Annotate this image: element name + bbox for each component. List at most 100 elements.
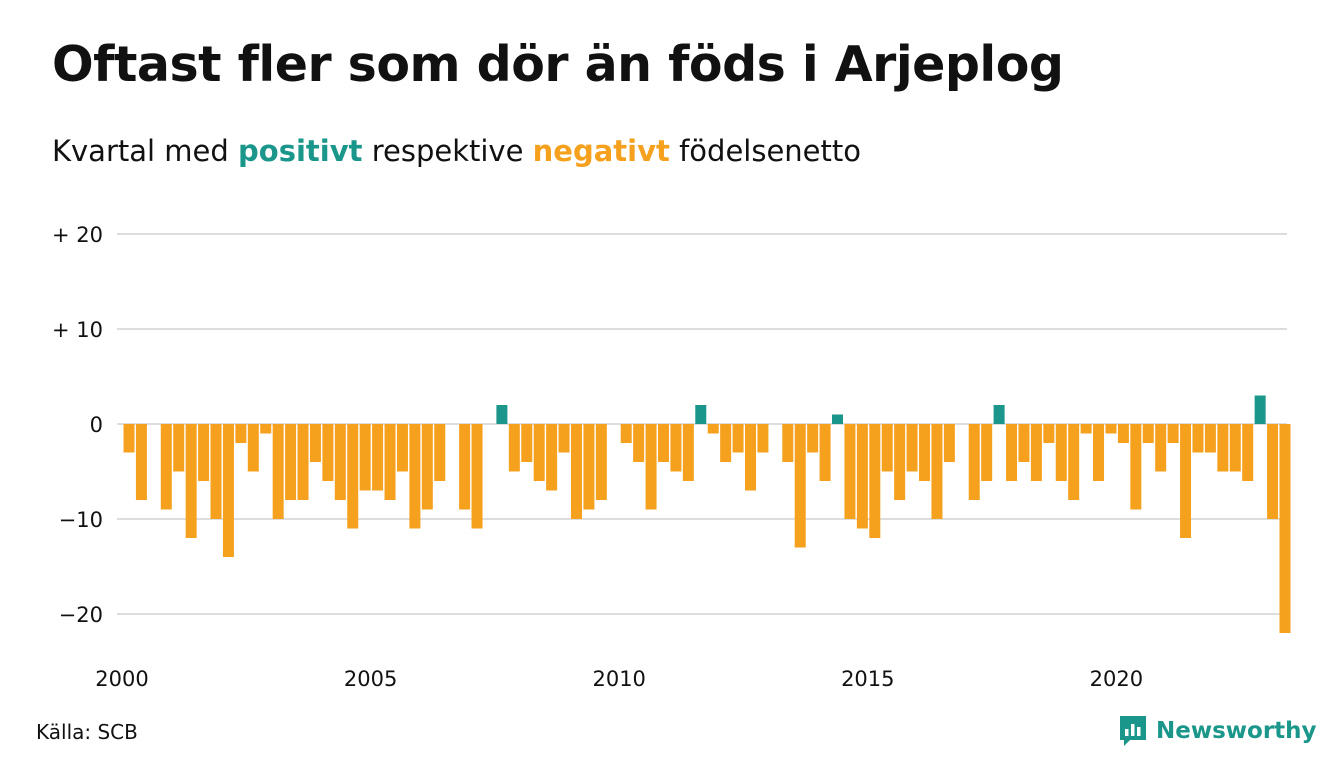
- bar-negative: [1192, 424, 1204, 453]
- bar-negative: [794, 424, 806, 548]
- bar-negative: [272, 424, 284, 519]
- bar-negative: [1229, 424, 1241, 472]
- bar-negative: [185, 424, 197, 538]
- subtitle-middle: respektive: [362, 134, 533, 168]
- y-tick-label: 0: [90, 413, 103, 437]
- bar-negative: [919, 424, 931, 481]
- bar-negative: [1242, 424, 1254, 481]
- bar-negative: [620, 424, 632, 443]
- bar-negative: [409, 424, 421, 529]
- newsworthy-logo-icon: [1120, 716, 1146, 746]
- bar-negative: [943, 424, 955, 462]
- bar-negative: [894, 424, 906, 500]
- bar-negative: [1006, 424, 1018, 481]
- bar-positive: [832, 414, 844, 424]
- bar-negative: [322, 424, 334, 481]
- brand-logo: Newsworthy: [1118, 714, 1317, 748]
- bar-negative: [160, 424, 172, 510]
- bar-negative: [757, 424, 769, 453]
- subtitle-prefix: Kvartal med: [52, 134, 239, 168]
- bar-negative: [682, 424, 694, 481]
- bar-negative: [931, 424, 943, 519]
- bar-negative: [558, 424, 570, 453]
- bar-negative: [881, 424, 893, 472]
- bar-negative: [1155, 424, 1167, 472]
- bar-negative: [434, 424, 446, 481]
- bar-negative: [707, 424, 719, 434]
- bar-negative: [1105, 424, 1117, 434]
- bars: [123, 395, 1291, 633]
- y-tick-label: + 10: [52, 318, 103, 342]
- bar-negative: [334, 424, 346, 500]
- bar-negative: [1142, 424, 1154, 443]
- bar-negative: [1055, 424, 1067, 481]
- bar-negative: [210, 424, 222, 519]
- bar-negative: [570, 424, 582, 519]
- bar-positive: [496, 405, 508, 424]
- bar-negative: [869, 424, 881, 538]
- x-tick-label: 2010: [592, 667, 645, 691]
- bar-negative: [981, 424, 993, 481]
- y-tick-label: −10: [59, 508, 103, 532]
- bar-negative: [1117, 424, 1129, 443]
- chart-subtitle: Kvartal med positivt respektive negativt…: [52, 134, 861, 169]
- x-tick-label: 2000: [95, 667, 148, 691]
- y-tick-label: −20: [59, 603, 103, 627]
- x-tick-label: 2015: [841, 667, 894, 691]
- bar-negative: [372, 424, 384, 491]
- bar-negative: [595, 424, 607, 500]
- bar-positive: [695, 405, 707, 424]
- bar-negative: [459, 424, 471, 510]
- bar-negative: [1217, 424, 1229, 472]
- bar-negative: [1030, 424, 1042, 481]
- bar-negative: [533, 424, 545, 481]
- bar-negative: [135, 424, 147, 500]
- bar-negative: [1167, 424, 1179, 443]
- bar-negative: [173, 424, 185, 472]
- bar-negative: [807, 424, 819, 453]
- bar-negative: [819, 424, 831, 481]
- bar-negative: [508, 424, 520, 472]
- bar-negative: [1043, 424, 1055, 443]
- bar-negative: [546, 424, 558, 491]
- bar-negative: [471, 424, 483, 529]
- x-tick-label: 2005: [344, 667, 397, 691]
- bar-negative: [670, 424, 682, 472]
- source-note: Källa: SCB: [36, 720, 138, 744]
- bar-negative: [359, 424, 371, 491]
- bar-negative: [222, 424, 234, 557]
- bar-negative: [1180, 424, 1192, 538]
- bar-negative: [247, 424, 259, 472]
- bar-negative: [583, 424, 595, 510]
- bar-negative: [1267, 424, 1279, 519]
- brand-name: Newsworthy: [1156, 718, 1317, 744]
- bar-negative: [732, 424, 744, 453]
- bar-negative: [856, 424, 868, 529]
- bar-positive: [1254, 395, 1266, 424]
- bar-negative: [1130, 424, 1142, 510]
- bar-positive: [993, 405, 1005, 424]
- subtitle-positive: positivt: [238, 134, 363, 168]
- subtitle-suffix: födelsenetto: [669, 134, 861, 168]
- bar-negative: [396, 424, 408, 472]
- bar-negative: [1080, 424, 1092, 434]
- bar-negative: [657, 424, 669, 462]
- x-tick-label: 2020: [1090, 667, 1143, 691]
- bar-negative: [421, 424, 433, 510]
- bar-negative: [260, 424, 272, 434]
- bar-negative: [1093, 424, 1105, 481]
- y-tick-label: + 20: [52, 223, 103, 247]
- x-axis-labels: 2000 2005 2010 2015 2020: [95, 667, 1143, 691]
- bar-negative: [521, 424, 533, 462]
- bar-negative: [198, 424, 210, 481]
- bar-negative: [633, 424, 645, 462]
- bar-negative: [1279, 424, 1291, 633]
- chart-title: Oftast fler som dör än föds i Arjeplog: [52, 36, 1064, 93]
- bar-negative: [1018, 424, 1030, 462]
- bar-negative: [745, 424, 756, 491]
- bar-negative: [906, 424, 918, 472]
- subtitle-negative: negativt: [532, 134, 670, 168]
- bar-negative: [297, 424, 309, 500]
- bar-negative: [968, 424, 980, 500]
